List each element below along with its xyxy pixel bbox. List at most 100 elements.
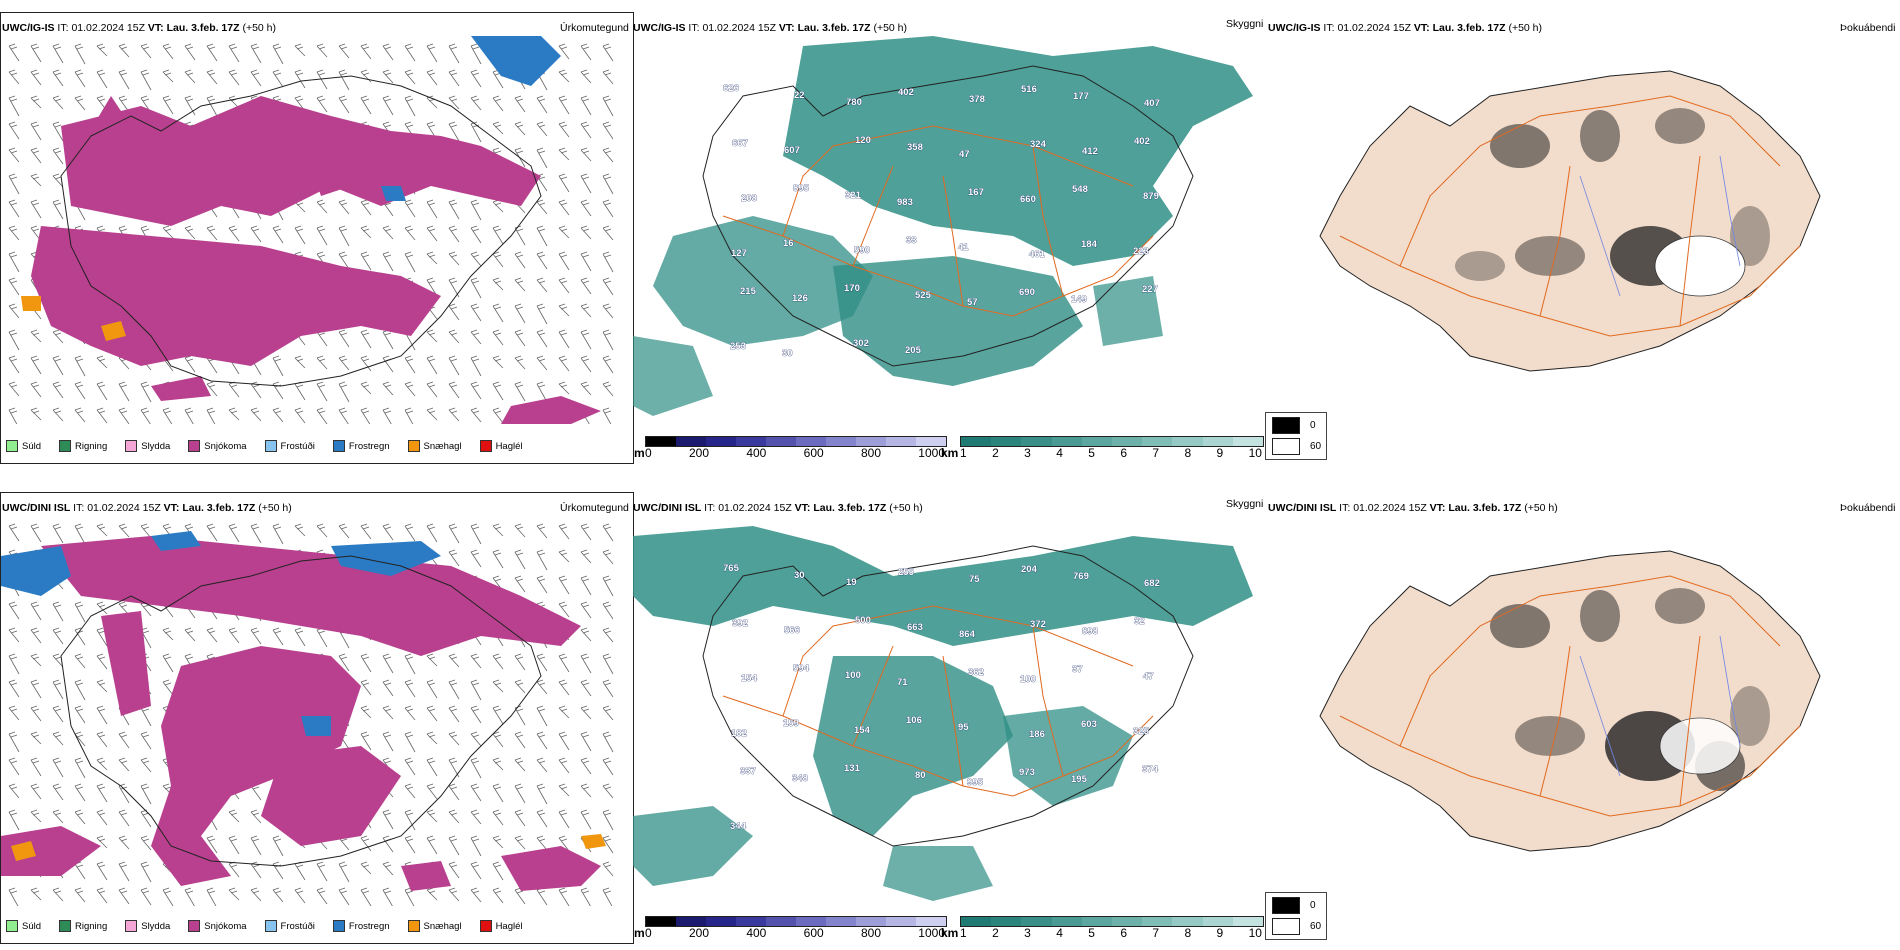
wind-barb xyxy=(514,95,526,113)
wind-barb xyxy=(536,199,548,215)
wind-barb xyxy=(470,809,482,825)
station-visibility-label: 780 xyxy=(846,97,862,108)
wind-barb xyxy=(580,95,592,116)
wind-barb xyxy=(580,809,592,830)
colorbar-tick: 3 xyxy=(1024,446,1031,460)
wind-barb xyxy=(272,381,284,400)
station-visibility-label: 325 xyxy=(1133,726,1150,737)
wind-barb xyxy=(74,355,86,377)
colorbar-segment xyxy=(1051,917,1082,926)
wind-barb xyxy=(140,809,152,828)
wind-barb xyxy=(52,523,64,544)
wind-barb xyxy=(448,809,460,824)
wind-barb xyxy=(228,809,240,823)
wind-barb xyxy=(426,731,438,745)
station-visibility-label: 215 xyxy=(740,286,757,297)
colorbar-tick: 0 xyxy=(645,926,652,940)
wind-barb xyxy=(558,147,570,161)
wind-barb xyxy=(96,861,108,881)
wind-barb xyxy=(536,705,548,727)
station-visibility-label: 71 xyxy=(897,677,908,688)
legend-item: Frostregn xyxy=(332,920,390,932)
station-visibility-label: 120 xyxy=(855,135,871,146)
wind-barb xyxy=(404,705,416,721)
wind-barb xyxy=(360,835,372,852)
colorbar-tick: 2 xyxy=(992,926,999,940)
wind-barb xyxy=(580,43,592,61)
wind-barb xyxy=(558,225,570,239)
fog-map-dini xyxy=(1319,550,1821,852)
wind-barb xyxy=(228,627,240,644)
wind-barb xyxy=(448,705,460,723)
wind-barb xyxy=(52,757,64,778)
wind-barb xyxy=(404,251,416,273)
station-visibility-label: 95 xyxy=(958,722,969,733)
wind-barb xyxy=(404,835,416,854)
wind-barb xyxy=(404,679,416,698)
wind-barb xyxy=(8,809,20,831)
colorbar-tick: 600 xyxy=(803,446,824,460)
colorbar-tick: 10 xyxy=(1248,926,1262,940)
wind-barb xyxy=(338,95,350,114)
wind-barb xyxy=(382,861,394,876)
road-network xyxy=(722,605,1154,797)
wind-barb xyxy=(602,731,614,753)
wind-barb xyxy=(338,653,350,672)
wind-barb xyxy=(426,225,438,242)
wind-barb xyxy=(360,329,372,349)
wind-barb xyxy=(162,407,173,424)
wind-barb xyxy=(514,251,526,269)
wind-barb xyxy=(140,381,152,403)
legend-item: Rigning xyxy=(59,440,107,452)
wind-barb xyxy=(8,225,20,241)
station-visibility-label: 667 xyxy=(732,138,748,149)
roads-rivers xyxy=(1339,95,1801,337)
wind-barb xyxy=(602,173,614,195)
panel-type-precip-ig: Úrkomutegund xyxy=(560,22,629,34)
station-visibility-label: 358 xyxy=(907,142,923,153)
wind-barb xyxy=(580,757,592,775)
wind-barb xyxy=(272,43,284,65)
wind-barb xyxy=(382,381,394,396)
colorbar-segment xyxy=(796,917,826,926)
colorbar-segment xyxy=(886,917,916,926)
wind-barb xyxy=(404,809,416,831)
station-visibility-label: 182 xyxy=(731,728,747,739)
wind-barb xyxy=(140,43,152,59)
wind-barb xyxy=(404,69,416,85)
wind-barb xyxy=(30,121,42,141)
colorbar-segment xyxy=(991,917,1022,926)
station-visibility-label: 983 xyxy=(897,197,913,208)
station-visibility-label: 374 xyxy=(1142,764,1159,775)
wind-barb xyxy=(514,809,526,827)
wind-barb xyxy=(96,809,108,826)
wind-barb xyxy=(118,887,130,905)
wind-barb xyxy=(492,731,504,748)
wind-barb xyxy=(558,381,570,395)
wind-barb xyxy=(162,679,174,696)
wind-barb xyxy=(536,549,548,571)
wind-barb xyxy=(52,887,64,902)
colorbar-tick: 4 xyxy=(1056,446,1063,460)
elevation-colorbar-dini xyxy=(645,916,947,927)
wind-barb xyxy=(492,303,504,323)
wind-barb xyxy=(448,861,460,879)
colorbar-segment xyxy=(736,437,766,446)
wind-barb xyxy=(448,199,460,220)
wind-barb xyxy=(426,757,438,777)
wind-barb xyxy=(470,523,482,545)
wind-barb xyxy=(426,887,438,901)
wind-barb xyxy=(558,809,570,829)
wind-barb xyxy=(294,381,306,401)
wind-barb xyxy=(360,523,372,540)
colorbar-tick: 7 xyxy=(1152,926,1160,940)
roads-rivers xyxy=(1339,575,1801,817)
wind-barb xyxy=(294,861,306,881)
wind-barb xyxy=(294,225,306,245)
wind-barb xyxy=(118,69,130,90)
wind-barb xyxy=(602,303,614,319)
wind-barb xyxy=(206,407,216,424)
wind-barb xyxy=(162,69,174,83)
elevation-ticks-dini: 0 200 400 600 800 1000 xyxy=(645,926,945,940)
wind-barb xyxy=(426,653,438,667)
